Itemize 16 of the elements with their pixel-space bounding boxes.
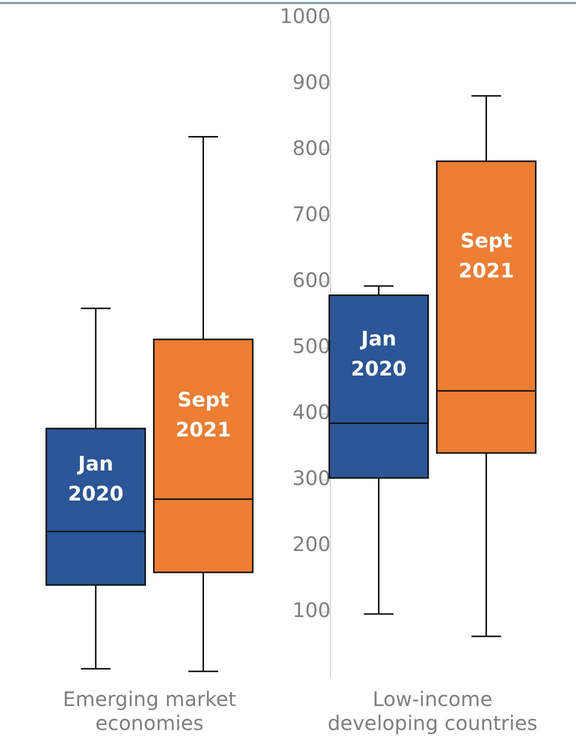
y-tick-label: 1000 xyxy=(280,4,331,28)
x-tick-label: Low-income developing countries xyxy=(328,687,538,736)
y-tick-label: 100 xyxy=(292,598,331,622)
y-tick-label: 600 xyxy=(292,268,331,292)
y-tick-label: 700 xyxy=(292,202,331,226)
text: Jan 2020 xyxy=(350,326,407,381)
y-tick-label: 400 xyxy=(292,400,331,424)
y-tick-label: 500 xyxy=(292,334,331,358)
series-label: Sept 2021 xyxy=(175,388,232,442)
x-tick-label: Emerging market economies xyxy=(62,687,236,736)
y-tick-label: 800 xyxy=(292,136,331,160)
y-tick-label: 900 xyxy=(292,70,331,94)
y-tick-label: 200 xyxy=(292,532,331,556)
series-label: Jan 2020 xyxy=(68,451,124,506)
text: Sept 2021 xyxy=(458,228,514,283)
y-tick-label: 300 xyxy=(292,466,331,490)
